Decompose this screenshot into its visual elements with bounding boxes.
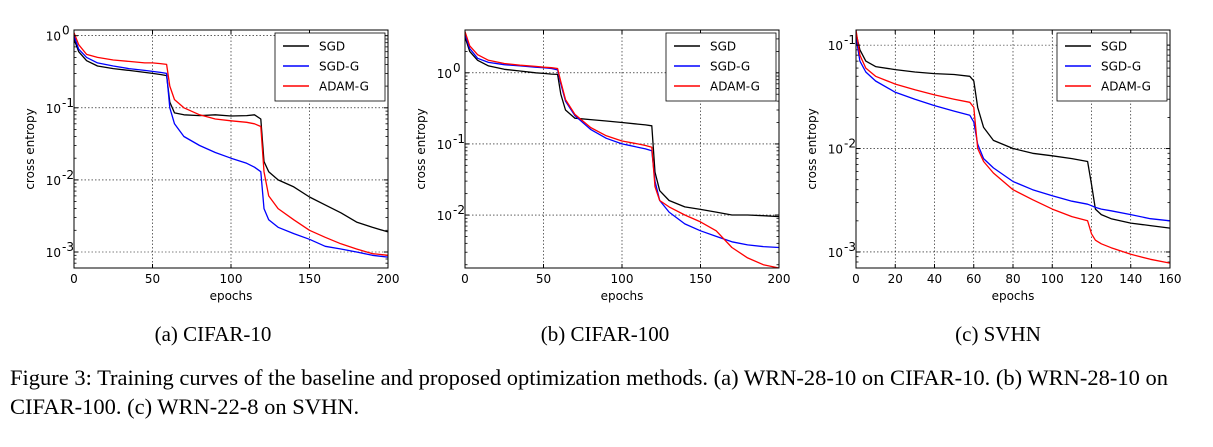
legend-box [274, 32, 386, 102]
legend-label: SGD-G [710, 60, 750, 74]
y-tick-exponent: -1 [453, 132, 465, 146]
y-tick-label: 10 [828, 143, 843, 157]
series-line-sgd-g [74, 35, 388, 258]
subcaption-b: (b) CIFAR-100 [540, 322, 670, 346]
y-tick-label: 10 [46, 102, 61, 116]
series-line-sgd [856, 33, 1170, 229]
x-tick-label: 50 [536, 272, 551, 286]
y-tick-label: 10 [46, 246, 61, 260]
y-axis-label: cross entropy [23, 108, 37, 189]
x-tick-label: 140 [1119, 272, 1142, 286]
y-tick-label: 10 [437, 67, 452, 81]
y-axis-label: cross entropy [414, 108, 428, 189]
series-line-sgd-g [465, 33, 779, 249]
series-line-adam-g [74, 32, 388, 256]
legend: SGD SGD-G ADAM-G [274, 32, 386, 102]
x-tick-label: 50 [145, 272, 160, 286]
y-tick-exponent: -3 [844, 240, 856, 254]
y-tick-exponent: -1 [844, 33, 856, 47]
x-tick-label: 100 [220, 272, 243, 286]
series-group [74, 32, 388, 258]
series-line-sgd-g [856, 36, 1170, 222]
legend-box [1056, 32, 1168, 102]
legend-box [665, 32, 777, 102]
x-tick-label: 150 [298, 272, 321, 286]
y-tick-exponent: -2 [844, 137, 856, 151]
legend-label: ADAM-G [319, 80, 369, 94]
x-tick-label: 80 [1005, 272, 1020, 286]
series-line-sgd [465, 36, 779, 218]
x-tick-label: 60 [966, 272, 981, 286]
legend-label: SGD-G [1101, 60, 1141, 74]
x-tick-label: 20 [888, 272, 903, 286]
x-tick-label: 100 [1041, 272, 1064, 286]
subcaption-c: (c) SVHN [955, 322, 1041, 346]
x-tick-label: 0 [852, 272, 860, 286]
y-axis-label: cross entropy [805, 108, 819, 189]
x-tick-label: 0 [461, 272, 469, 286]
y-tick-exponent: -2 [453, 203, 465, 217]
x-tick-label: 40 [927, 272, 942, 286]
y-tick-label: 10 [46, 30, 61, 44]
series-line-adam-g [856, 30, 1170, 264]
x-axis-label: epochs [210, 289, 253, 303]
x-axis-label: epochs [992, 289, 1035, 303]
legend-label: SGD [1101, 40, 1127, 54]
x-tick-label: 200 [377, 272, 400, 286]
legend: SGD SGD-G ADAM-G [665, 32, 777, 102]
y-tick-label: 10 [828, 39, 843, 53]
legend-label: SGD-G [319, 60, 359, 74]
series-line-adam-g [465, 31, 779, 268]
subcaption-a: (a) CIFAR-10 [154, 322, 272, 346]
y-tick-exponent: -2 [62, 168, 74, 182]
x-tick-label: 100 [611, 272, 634, 286]
y-tick-label: 10 [46, 174, 61, 188]
series-group [465, 31, 779, 268]
y-tick-label: 10 [437, 138, 452, 152]
y-tick-exponent: 0 [453, 61, 461, 75]
legend-label: SGD [319, 40, 345, 54]
series-line-sgd [74, 38, 388, 233]
figure-caption: Figure 3: Training curves of the baselin… [10, 365, 1168, 419]
series-group [856, 30, 1170, 264]
legend-label: ADAM-G [710, 80, 760, 94]
y-tick-exponent: -3 [62, 240, 74, 254]
x-tick-label: 150 [689, 272, 712, 286]
legend: SGD SGD-G ADAM-G [1056, 32, 1168, 102]
x-axis-label: epochs [601, 289, 644, 303]
y-tick-label: 10 [437, 209, 452, 223]
legend-label: SGD [710, 40, 736, 54]
x-tick-label: 0 [70, 272, 78, 286]
x-tick-label: 200 [768, 272, 791, 286]
y-tick-label: 10 [828, 246, 843, 260]
legend-label: ADAM-G [1101, 80, 1151, 94]
x-tick-label: 160 [1159, 272, 1182, 286]
y-tick-exponent: -1 [62, 96, 74, 110]
y-tick-exponent: 0 [62, 24, 70, 38]
x-tick-label: 120 [1080, 272, 1103, 286]
